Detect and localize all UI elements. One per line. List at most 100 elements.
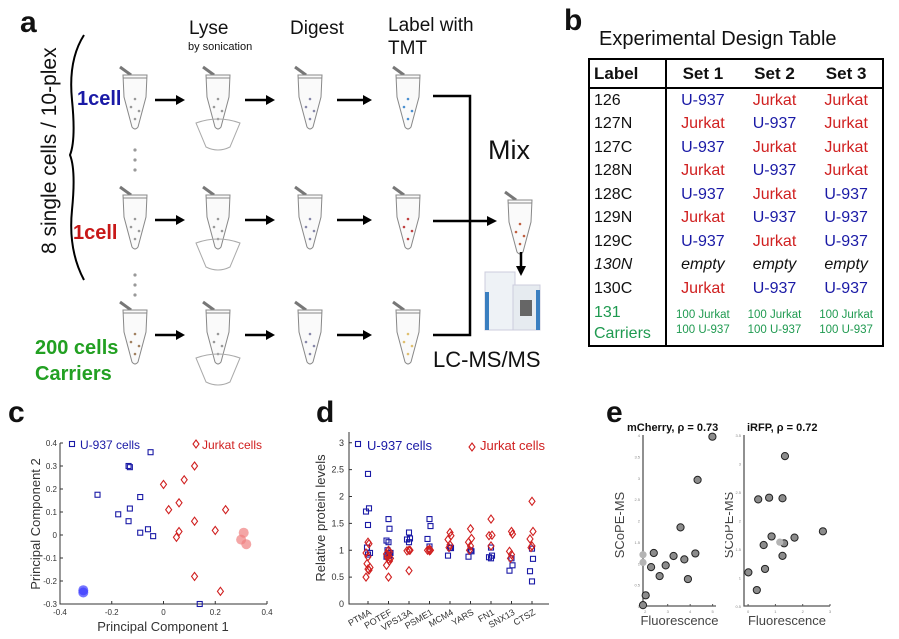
col-header-set2: Set 2 bbox=[738, 59, 811, 89]
step-lyse-sub: by sonication bbox=[188, 41, 253, 53]
y-tick-label: 0 bbox=[53, 531, 58, 540]
tube-body bbox=[395, 194, 421, 250]
ellipsis-dot bbox=[133, 158, 137, 162]
data-point-circle bbox=[676, 523, 685, 532]
data-point-diamond bbox=[529, 526, 537, 537]
data-point-square bbox=[137, 529, 144, 536]
arrow-head-icon bbox=[363, 330, 372, 340]
ellipsis-dot bbox=[133, 148, 137, 152]
step-label-line1: Label with bbox=[388, 15, 474, 36]
tube-content-dot bbox=[212, 225, 216, 229]
tube-body bbox=[395, 309, 421, 365]
tube bbox=[119, 300, 148, 365]
data-point-circle bbox=[683, 574, 693, 584]
set-cell: empty bbox=[681, 256, 725, 274]
tube-content-dot bbox=[410, 229, 414, 233]
data-point-square bbox=[125, 518, 132, 525]
tube-content-dot bbox=[129, 225, 133, 229]
table-row: 127C U-937 Jurkat Jurkat bbox=[589, 136, 883, 160]
curly-brace bbox=[68, 34, 85, 281]
x-axis-label: Fluorescence bbox=[640, 613, 718, 628]
y-tick-label: 2 bbox=[638, 519, 641, 524]
data-point-square bbox=[150, 533, 157, 540]
tube-content-dot bbox=[402, 340, 406, 344]
arrow-head-icon bbox=[176, 215, 185, 225]
step-lyse: Lyse bbox=[189, 18, 229, 39]
table-row: 128N Jurkat U-937 Jurkat bbox=[589, 159, 883, 183]
carrier-label: Carriers bbox=[35, 363, 112, 385]
arrow-head-icon bbox=[176, 95, 185, 105]
carrier-tag: 131 bbox=[594, 303, 621, 321]
legend-u937: U-937 cells bbox=[80, 438, 140, 452]
data-point-diamond bbox=[216, 586, 225, 597]
legend-jurkat: Jurkat cells bbox=[480, 438, 546, 453]
col-header-label: Label bbox=[589, 59, 667, 89]
y-tick-label: 3.5 bbox=[634, 454, 640, 459]
instrument-stripe bbox=[485, 292, 489, 330]
data-point-diamond bbox=[190, 461, 199, 471]
set-cell: U-937 bbox=[752, 279, 797, 297]
y-tick-label: 1 bbox=[739, 576, 742, 581]
tube-content-dot bbox=[304, 340, 308, 344]
tube-content-dot bbox=[406, 217, 410, 221]
table-header-row: Label Set 1 Set 2 Set 3 bbox=[589, 59, 883, 89]
table-title: Experimental Design Table bbox=[599, 28, 837, 50]
y-tick-label: 3.5 bbox=[735, 433, 741, 438]
tube-content-dot bbox=[137, 109, 141, 113]
data-point-square bbox=[386, 525, 393, 532]
x-tick-label: 3 bbox=[667, 609, 670, 614]
carrier-word: Carriers bbox=[594, 324, 651, 342]
y-axis-label: SCoPE-MS bbox=[612, 491, 627, 558]
set-cell: U-937 bbox=[824, 209, 868, 227]
ellipsis-dot bbox=[133, 283, 137, 287]
tube-content-dot bbox=[406, 97, 410, 101]
data-point-circle bbox=[639, 558, 647, 566]
data-point-circle bbox=[767, 532, 776, 541]
data-point-circle bbox=[693, 475, 702, 484]
tube bbox=[392, 65, 421, 130]
data-point-circle bbox=[752, 585, 761, 595]
y-tick-label: -0.2 bbox=[43, 577, 57, 586]
data-point-diamond bbox=[465, 545, 474, 556]
data-point-diamond bbox=[386, 553, 395, 564]
tube-content-dot bbox=[133, 117, 137, 121]
data-point-diamond bbox=[365, 538, 373, 549]
tube-content-dot bbox=[133, 237, 137, 241]
sample-single-cell-red: 1cell bbox=[73, 222, 118, 244]
set-cell: Jurkat bbox=[752, 185, 797, 203]
x-axis-label: Fluorescence bbox=[748, 613, 826, 628]
y-axis-label: Relative protein levels bbox=[313, 454, 328, 582]
tube-content-dot bbox=[133, 352, 137, 356]
tube-body bbox=[297, 194, 323, 250]
instrument-stripe bbox=[536, 290, 540, 330]
tube-cap bbox=[202, 300, 215, 312]
data-point-diamond bbox=[526, 534, 534, 544]
data-point-circle bbox=[649, 548, 658, 558]
set-cell: U-937 bbox=[824, 185, 868, 203]
y-tick-label: 0.4 bbox=[46, 439, 58, 448]
y-tick-label: 2 bbox=[739, 519, 742, 524]
arrow-head-icon bbox=[363, 215, 372, 225]
data-point-square bbox=[426, 516, 433, 523]
tube-content-dot bbox=[410, 344, 414, 348]
carrier-cell: 100 Jurkat 100 U-937 bbox=[666, 301, 739, 346]
experimental-design-table: Label Set 1 Set 2 Set 3 126 U-937 Jurkat Ju… bbox=[588, 58, 884, 347]
carrier-u937: 100 U-937 bbox=[747, 323, 802, 336]
table-row: 128C U-937 Jurkat U-937 bbox=[589, 183, 883, 207]
data-point-diamond bbox=[164, 504, 173, 515]
data-point-square bbox=[424, 535, 431, 543]
tube bbox=[202, 300, 231, 365]
data-point-diamond bbox=[221, 504, 230, 515]
tube-content-dot bbox=[308, 117, 312, 121]
row-label-cell: 129C bbox=[589, 230, 667, 254]
tube-body bbox=[297, 309, 323, 365]
set-cell: U-937 bbox=[752, 162, 797, 180]
x-tick-label: 3 bbox=[829, 609, 832, 614]
data-point-square bbox=[465, 553, 472, 560]
carrier-cell: 100 Jurkat 100 U-937 bbox=[810, 301, 883, 346]
carrier-count: 200 cells bbox=[35, 337, 119, 359]
data-point-diamond bbox=[508, 529, 517, 540]
data-point-square bbox=[126, 464, 133, 471]
row-label-cell: 127N bbox=[589, 112, 667, 136]
y-tick-label: 2.5 bbox=[331, 465, 344, 475]
